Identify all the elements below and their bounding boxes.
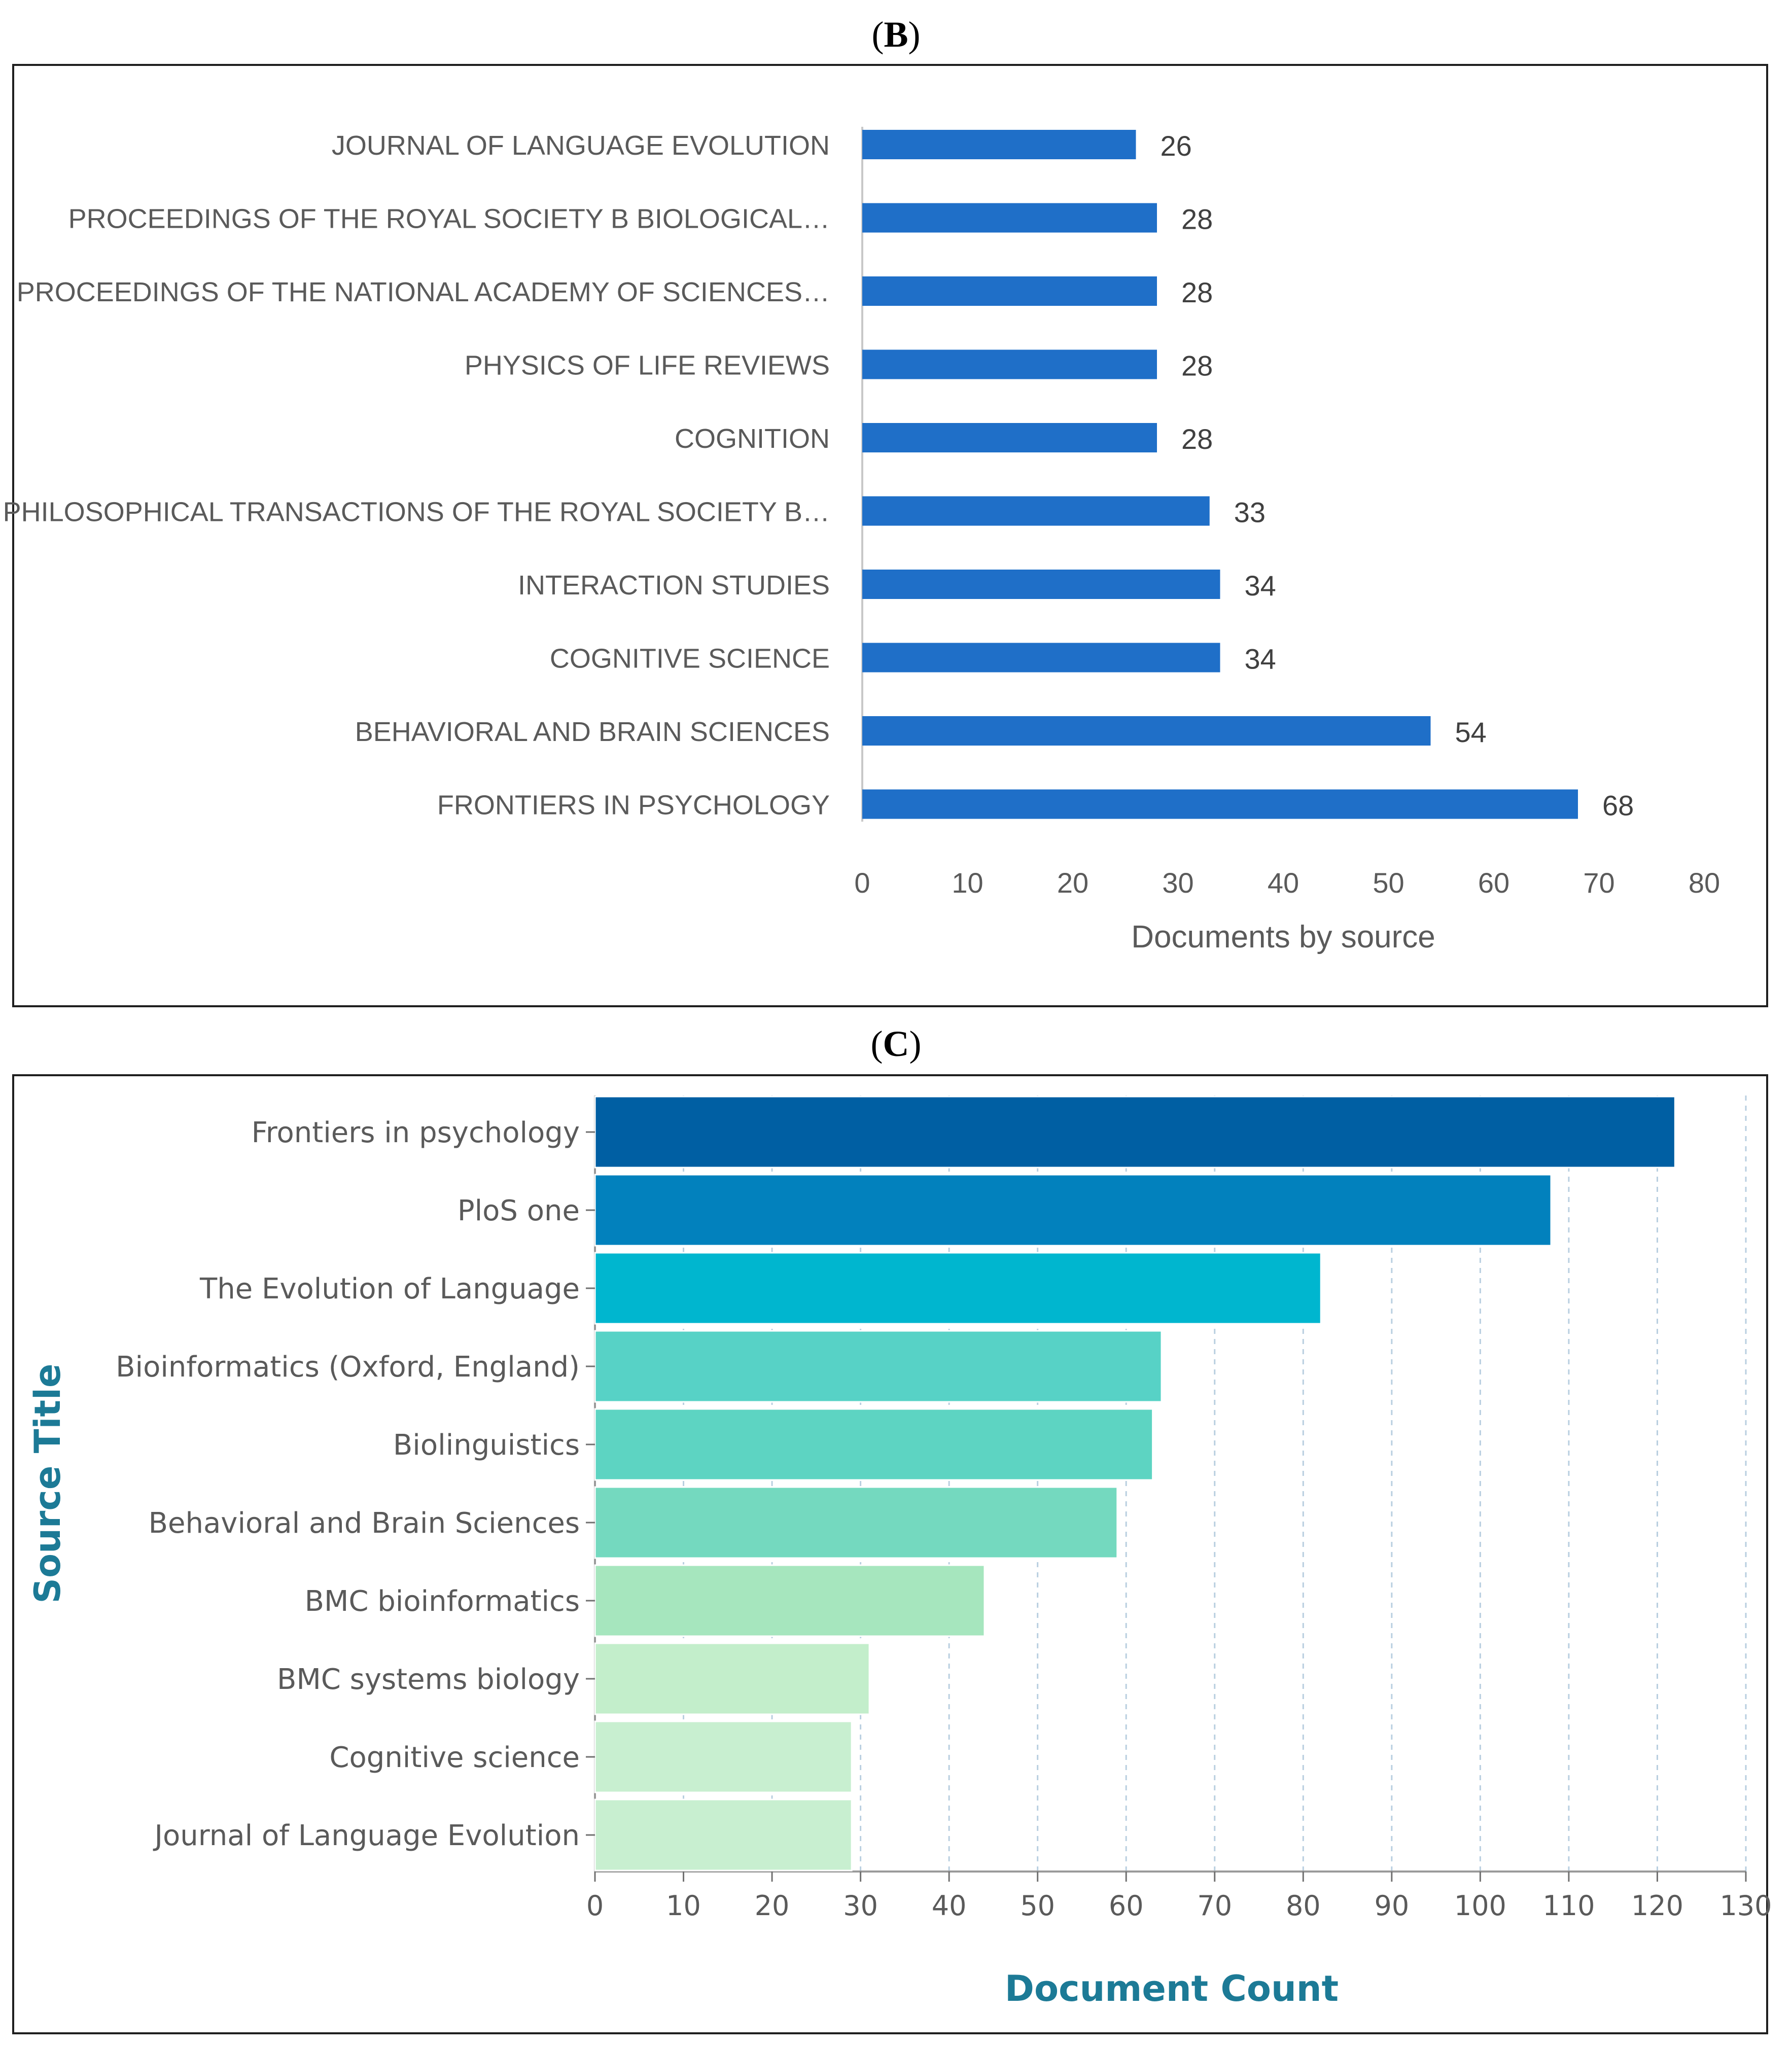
chart-b-category-label: PHILOSOPHICAL TRANSACTIONS OF THE ROYAL … <box>3 497 830 527</box>
chart-c-bar <box>594 1096 1676 1169</box>
chart-b-category-label: INTERACTION STUDIES <box>518 570 830 601</box>
chart-c-category-label: BMC systems biology <box>277 1663 580 1696</box>
chart-c-x-tick-label: 90 <box>1374 1890 1409 1922</box>
chart-c-bar <box>594 1642 870 1715</box>
chart-c-x-tick-label: 0 <box>586 1890 604 1922</box>
chart-c-x-tick-label: 10 <box>666 1890 701 1922</box>
chart-c-category-label: Cognitive science <box>329 1741 580 1774</box>
chart-c-category-label: Bioinformatics (Oxford, England) <box>116 1351 580 1384</box>
chart-c-bar <box>594 1174 1552 1247</box>
chart-b-category-label: JOURNAL OF LANGUAGE EVOLUTION <box>332 130 830 161</box>
chart-b-bar <box>862 276 1157 306</box>
chart-b-bar <box>862 643 1220 673</box>
chart-c-category-label: Behavioral and Brain Sciences <box>149 1507 580 1540</box>
chart-c-bar <box>594 1486 1118 1559</box>
chart-b-data-label: 28 <box>1181 350 1213 382</box>
chart-c-category-label: PloS one <box>458 1194 580 1227</box>
chart-c-y-axis-title: Source Title <box>27 1364 68 1604</box>
chart-b-data-label: 28 <box>1181 203 1213 235</box>
chart-b-x-tick-label: 70 <box>1583 867 1614 899</box>
chart-b-x-tick-label: 60 <box>1478 867 1509 899</box>
chart-b-x-tick-label: 40 <box>1268 867 1299 899</box>
chart-c-category-label: Frontiers in psychology <box>252 1116 580 1149</box>
chart-b-data-label: 68 <box>1602 790 1634 822</box>
chart-c-category-label: BMC bioinformatics <box>305 1585 580 1618</box>
chart-b-x-tick-label: 20 <box>1057 867 1088 899</box>
chart-c-bar <box>594 1720 853 1793</box>
chart-b-bar <box>862 496 1210 526</box>
chart-b-data-label: 28 <box>1181 276 1213 308</box>
chart-c-category-label: Biolinguistics <box>393 1429 580 1462</box>
chart-b-x-axis-title: Documents by source <box>1131 920 1435 955</box>
chart-c-bar <box>594 1408 1154 1481</box>
chart-b-bar <box>862 570 1220 599</box>
chart-c-x-tick-label: 110 <box>1542 1890 1595 1922</box>
chart-c-x-tick-label: 70 <box>1197 1890 1232 1922</box>
chart-c-x-tick-label: 80 <box>1286 1890 1321 1922</box>
chart-c-x-tick-label: 100 <box>1454 1890 1506 1922</box>
chart-b-bar <box>862 423 1157 452</box>
chart-b-x-tick-label: 80 <box>1689 867 1720 899</box>
chart-b-bar <box>862 130 1136 159</box>
chart-c-x-tick-label: 50 <box>1020 1890 1055 1922</box>
chart-b-category-label: COGNITION <box>675 423 830 454</box>
chart-c-x-tick-label: 20 <box>755 1890 790 1922</box>
chart-b-bar <box>862 789 1578 819</box>
chart-b-bar <box>862 716 1431 746</box>
chart-c-bar <box>594 1798 853 1872</box>
chart-b-data-label: 28 <box>1181 423 1213 455</box>
chart-c-x-axis-title: Document Count <box>1005 1968 1339 2009</box>
chart-b-category-label: PROCEEDINGS OF THE ROYAL SOCIETY B BIOLO… <box>68 204 830 234</box>
chart-b-x-tick-label: 30 <box>1162 867 1193 899</box>
chart-b-category-label: COGNITIVE SCIENCE <box>550 644 830 674</box>
chart-b-data-label: 34 <box>1245 643 1276 675</box>
chart-c-bar <box>594 1564 986 1637</box>
chart-c-bar <box>594 1252 1322 1325</box>
chart-c-category-label: The Evolution of Language <box>199 1273 580 1305</box>
chart-c-x-tick-label: 30 <box>843 1890 878 1922</box>
chart-b-bar <box>862 349 1157 379</box>
chart-b-x-tick-label: 0 <box>854 867 870 899</box>
chart-c-category-label: Journal of Language Evolution <box>153 1819 580 1852</box>
chart-b-category-label: PROCEEDINGS OF THE NATIONAL ACADEMY OF S… <box>17 277 830 307</box>
chart-c-bar <box>594 1330 1163 1403</box>
chart-b-data-label: 33 <box>1234 497 1266 528</box>
chart-b-category-label: PHYSICS OF LIFE REVIEWS <box>465 350 830 381</box>
chart-b-data-label: 26 <box>1161 130 1192 162</box>
chart-b-category-label: FRONTIERS IN PSYCHOLOGY <box>437 790 830 821</box>
chart-b-x-tick-label: 10 <box>952 867 983 899</box>
chart-c-x-tick-label: 130 <box>1719 1890 1772 1922</box>
chart-c-x-tick-label: 40 <box>932 1890 967 1922</box>
chart-c-x-tick-label: 120 <box>1631 1890 1683 1922</box>
chart-b-data-label: 54 <box>1455 716 1487 748</box>
chart-b-bar <box>862 203 1157 233</box>
panel-c-label: (C) <box>870 1024 922 1064</box>
panel-b-label: (B) <box>871 14 921 55</box>
chart-c-x-tick-label: 60 <box>1109 1890 1144 1922</box>
chart-b-x-tick-label: 50 <box>1373 867 1404 899</box>
chart-b-data-label: 34 <box>1245 570 1276 602</box>
chart-b-category-label: BEHAVIORAL AND BRAIN SCIENCES <box>355 717 830 747</box>
